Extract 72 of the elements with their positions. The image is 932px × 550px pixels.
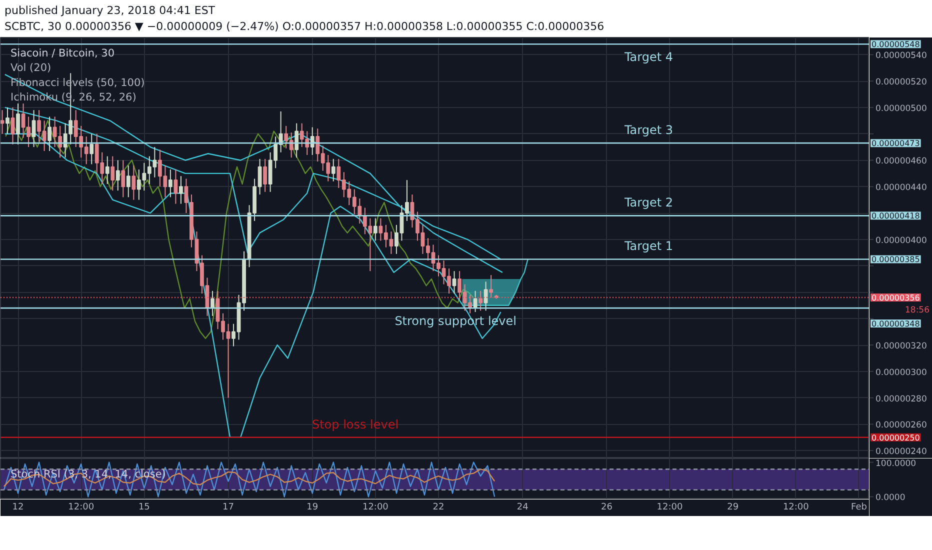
x-tick-label: 24 <box>516 502 529 512</box>
candlestick <box>132 165 136 200</box>
x-tick-label: 12:00 <box>362 502 389 512</box>
ref-line-label: 0.00000356 <box>872 293 920 302</box>
line-series <box>462 258 528 306</box>
annotation: Target 4 <box>623 50 674 64</box>
x-tick-label: 29 <box>727 502 739 512</box>
x-tick-label: 22 <box>432 502 444 512</box>
line-series <box>3 462 496 498</box>
annotation: Stop loss level <box>312 417 399 432</box>
line-series <box>3 468 496 488</box>
y-tick-label: 0.00000400 <box>876 236 927 246</box>
x-tick-label: 12:00 <box>656 502 684 512</box>
x-tick-label: 12:00 <box>68 502 94 512</box>
x-tick-label: 26 <box>600 502 613 512</box>
y-tick-label: 0.00000460 <box>876 156 927 167</box>
candlestick <box>263 158 267 192</box>
candlestick <box>331 158 336 182</box>
ref-line-label: 0.00000548 <box>872 40 920 50</box>
annotation: Target 1 <box>623 239 674 254</box>
candlestick <box>168 168 172 198</box>
x-tick-label: 15 <box>138 502 150 512</box>
y-tick-label: 0.00000240 <box>876 447 927 458</box>
ref-line-label: 0.00000250 <box>872 433 920 442</box>
x-tick-label: 17 <box>222 502 234 512</box>
x-tick-label: Feb <box>851 502 868 512</box>
annotation: Siacoin / Bitcoin, 30 <box>10 48 115 60</box>
candlestick <box>484 281 488 312</box>
candlestick <box>310 126 314 156</box>
y-tick-label: 0.0000 <box>876 493 906 504</box>
chart-title: published January 23, 2018 04:41 EST <box>4 4 216 17</box>
y-tick-label: 0.00000500 <box>876 104 927 114</box>
candlestick <box>174 168 178 204</box>
candlestick <box>16 102 20 145</box>
ref-line-label: 0.00000385 <box>872 255 920 264</box>
candlestick <box>489 274 494 298</box>
candlestick <box>121 160 126 198</box>
ref-line-label: 0.00000418 <box>872 212 920 221</box>
candlestick <box>48 116 52 152</box>
x-tick-label: 12 <box>12 502 24 512</box>
y-tick-label: 0.00000520 <box>876 78 927 88</box>
candlestick <box>179 176 183 204</box>
chart-subtitle: SCBTC, 30 0.00000356 ▼ −0.00000009 (−2.47%) O:0.00000357 H:0.00000358 L:0.00000355 C:0.00000356 <box>4 20 604 33</box>
candlestick <box>0 110 4 134</box>
candlestick <box>6 106 10 134</box>
x-tick-label: 19 <box>306 502 318 512</box>
y-tick-label: 0.00000260 <box>876 420 927 431</box>
x-tick-label: 12:00 <box>782 502 810 512</box>
y-tick-label: 0.00000320 <box>876 342 927 352</box>
candlestick <box>294 122 299 158</box>
y-tick-label: 0.00000440 <box>876 183 927 194</box>
candlestick <box>110 156 115 192</box>
candlestick <box>116 160 120 192</box>
candlestick <box>210 290 214 316</box>
ref-line-label: 0.00000348 <box>872 319 920 328</box>
text: 18:56 <box>905 305 930 316</box>
candlestick <box>126 165 130 198</box>
y-tick-label: 100.0000 <box>876 458 916 469</box>
ref-line-label: 0.00000473 <box>872 139 920 148</box>
candlestick <box>105 156 110 184</box>
y-tick-label: 0.00000300 <box>876 368 927 378</box>
candlestick <box>90 133 94 165</box>
candlestick <box>452 270 456 294</box>
candlestick <box>373 218 378 242</box>
candlestick <box>32 110 36 148</box>
candlestick <box>10 106 15 145</box>
annotation: Target 3 <box>623 123 674 138</box>
y-tick-label: 0.00000540 <box>876 51 927 62</box>
annotation: Target 2 <box>623 196 674 210</box>
candlestick <box>478 290 482 312</box>
y-tick-label: 0.00000280 <box>876 394 927 404</box>
annotation: Vol (20) <box>10 62 52 74</box>
